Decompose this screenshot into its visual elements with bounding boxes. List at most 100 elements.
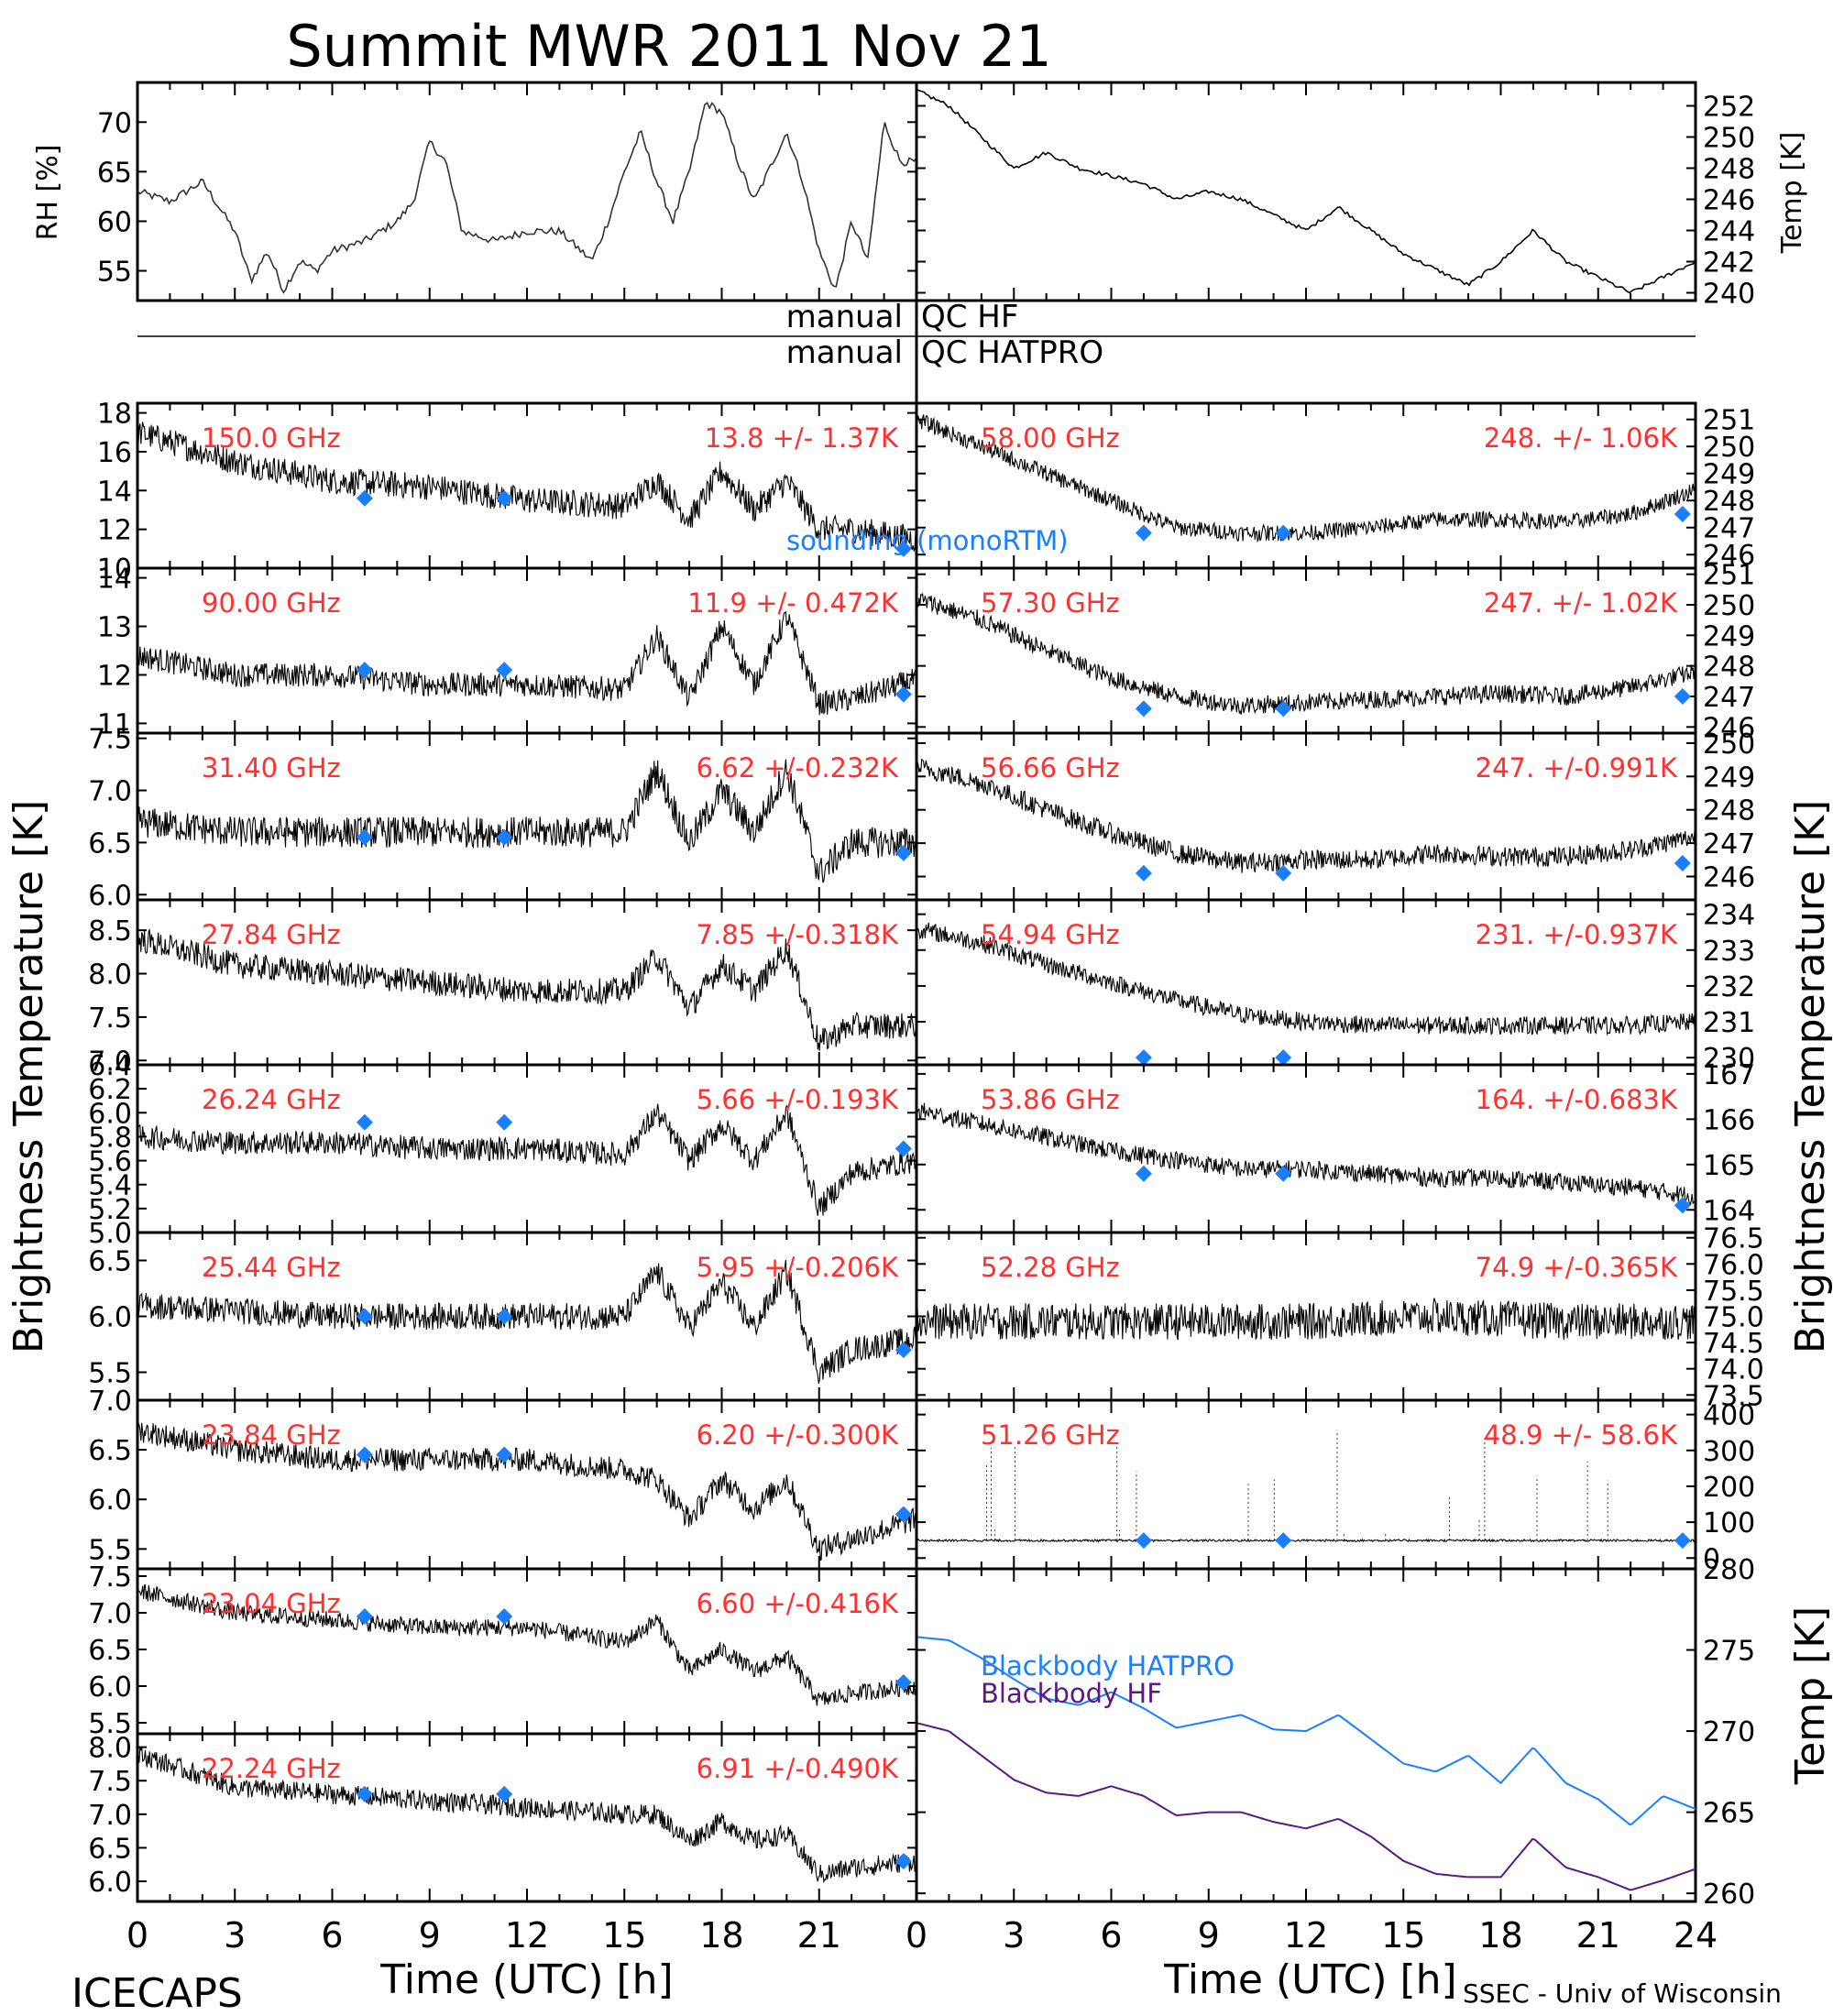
panel-2304-marker bbox=[496, 1608, 513, 1625]
panel-2544-marker bbox=[356, 1308, 373, 1325]
panel-2224-marker bbox=[356, 1785, 373, 1802]
panel-1500-marker bbox=[895, 540, 912, 557]
blackbody-hatpro-legend: Blackbody HATPRO bbox=[981, 1650, 1235, 1682]
left-main-ylabel: Brightness Temperature [K] bbox=[5, 800, 52, 1353]
rh-axis-label: RH [%] bbox=[32, 145, 64, 241]
panel-5800-ytick-label: 250 bbox=[1703, 432, 1755, 464]
temp-panel-ytick-label: 244 bbox=[1703, 216, 1755, 248]
panel-3140-ytick-label: 7.0 bbox=[88, 776, 132, 808]
panel-5228-ytick-label: 73.5 bbox=[1703, 1380, 1764, 1412]
panel-2624-ytick-label: 5.4 bbox=[88, 1170, 132, 1202]
panel-5126-marker bbox=[1275, 1532, 1292, 1550]
panel-2384-ytick-label: 5.5 bbox=[88, 1534, 132, 1566]
panel-5730-ytick-label: 250 bbox=[1703, 590, 1755, 622]
panel-5126-label: 51.26 GHz bbox=[981, 1419, 1120, 1451]
panel-2544-series bbox=[137, 1259, 917, 1384]
panel-1500-series bbox=[137, 421, 917, 553]
panel-5800-stat: 248. +/- 1.06K bbox=[1484, 422, 1678, 454]
panel-5730-stat: 247. +/- 1.02K bbox=[1484, 587, 1678, 619]
panel-2224-ytick-label: 6.5 bbox=[88, 1833, 132, 1865]
panel-2784-ytick-label: 8.0 bbox=[88, 959, 132, 992]
blackbody-panel-ytick-label: 270 bbox=[1703, 1716, 1755, 1748]
panel-9000-ytick-label: 13 bbox=[97, 612, 132, 644]
panel-2304-ytick-label: 7.0 bbox=[88, 1598, 132, 1630]
panel-2304-ytick-label: 7.5 bbox=[88, 1561, 132, 1594]
panel-2784-stat: 7.85 +/-0.318K bbox=[697, 919, 899, 950]
qc-hf-right: QC HF bbox=[921, 299, 1018, 335]
panel-2224-ytick-label: 8.0 bbox=[88, 1733, 132, 1765]
panel-2304-ytick-label: 6.5 bbox=[88, 1635, 132, 1667]
footer-icecaps: ICECAPS bbox=[71, 1970, 243, 2016]
panel-2304-ytick-label: 5.5 bbox=[88, 1708, 132, 1740]
panel-9000-label: 90.00 GHz bbox=[202, 587, 341, 619]
panel-1500-ytick-label: 12 bbox=[97, 515, 132, 547]
footer-ssec: SSEC - Univ of Wisconsin bbox=[1463, 1978, 1782, 2009]
panel-5126-marker bbox=[1135, 1532, 1152, 1550]
x-tick-label: 0 bbox=[906, 1915, 927, 1956]
x-tick-label: 3 bbox=[1003, 1915, 1025, 1956]
panel-5386-ytick-label: 166 bbox=[1703, 1104, 1755, 1136]
panel-2544-stat: 5.95 +/-0.206K bbox=[697, 1252, 899, 1283]
rh-series-line bbox=[137, 101, 917, 294]
panel-2384-stat: 6.20 +/-0.300K bbox=[697, 1419, 899, 1451]
panel-5494-series bbox=[916, 922, 1696, 1036]
panel-1500-stat: 13.8 +/- 1.37K bbox=[705, 422, 899, 454]
panel-5228-series bbox=[916, 1298, 1696, 1341]
blackbody-hf-legend: Blackbody HF bbox=[981, 1678, 1162, 1709]
blackbody-panel-frame bbox=[915, 1567, 1697, 1903]
panel-5126-marker bbox=[1674, 1532, 1691, 1550]
temp-panel-frame bbox=[915, 81, 1697, 302]
panel-5800-ytick-label: 248 bbox=[1703, 486, 1755, 518]
blackbody-hatpro-line bbox=[916, 1636, 1696, 1826]
panel-5800-label: 58.00 GHz bbox=[981, 422, 1120, 454]
panel-2224-marker bbox=[895, 1853, 912, 1870]
panel-5494-ytick-label: 234 bbox=[1703, 900, 1755, 932]
panel-2624-label: 26.24 GHz bbox=[202, 1084, 341, 1115]
blackbody-panel-ytick-label: 280 bbox=[1703, 1554, 1755, 1586]
panel-2224-series bbox=[137, 1746, 917, 1884]
panel-5666-ytick-label: 249 bbox=[1703, 761, 1755, 794]
panel-2784-ytick-label: 7.5 bbox=[88, 1003, 132, 1035]
right-bottom-ylabel: Temp [K] bbox=[1787, 1606, 1833, 1785]
panel-2384-label: 23.84 GHz bbox=[202, 1419, 341, 1451]
panel-9000-ytick-label: 11 bbox=[97, 708, 132, 740]
panel-5666-marker bbox=[1275, 864, 1292, 882]
panel-5386-label: 53.86 GHz bbox=[981, 1084, 1120, 1115]
x-tick-label: 15 bbox=[602, 1915, 646, 1956]
temp-panel-ytick-label: 252 bbox=[1703, 92, 1755, 124]
panel-2624-ytick-label: 5.2 bbox=[88, 1194, 132, 1226]
x-tick-label: 12 bbox=[505, 1915, 549, 1956]
panel-2624-ytick-label: 5.8 bbox=[88, 1122, 132, 1154]
x-tick-label: 6 bbox=[1100, 1915, 1122, 1956]
panel-3140-ytick-label: 6.5 bbox=[88, 827, 132, 860]
x-tick-label: 24 bbox=[1674, 1915, 1718, 1956]
panel-5494-stat: 231. +/-0.937K bbox=[1476, 919, 1678, 950]
panel-5730-ytick-label: 246 bbox=[1703, 712, 1755, 744]
blackbody-panel-ytick-label: 260 bbox=[1703, 1879, 1755, 1911]
panel-9000-stat: 11.9 +/- 0.472K bbox=[687, 587, 899, 619]
x-tick-label: 3 bbox=[224, 1915, 246, 1956]
panel-5730-marker bbox=[1275, 700, 1292, 718]
panel-5494-marker bbox=[1135, 1049, 1152, 1067]
qc-hatpro-left: manual bbox=[786, 334, 903, 371]
panel-2384-marker bbox=[356, 1446, 373, 1463]
panel-5730-marker bbox=[1135, 700, 1152, 718]
x-axis-label-left: Time (UTC) [h] bbox=[379, 1956, 673, 2003]
panel-5228-ytick-label: 74.5 bbox=[1703, 1328, 1764, 1360]
panel-5494-ytick-label: 233 bbox=[1703, 936, 1755, 968]
x-tick-label: 0 bbox=[126, 1915, 148, 1956]
panel-3140-marker bbox=[895, 844, 912, 861]
panel-5126-ytick-label: 0 bbox=[1703, 1543, 1720, 1575]
panel-2384-series bbox=[137, 1422, 917, 1561]
panel-3140-ytick-label: 7.5 bbox=[88, 724, 132, 756]
panel-2544-ytick-label: 5.5 bbox=[88, 1358, 132, 1390]
panel-3140-ytick-label: 6.0 bbox=[88, 880, 132, 912]
panel-2224-ytick-label: 6.0 bbox=[88, 1867, 132, 1899]
panel-5800-ytick-label: 247 bbox=[1703, 513, 1755, 545]
panel-9000-marker bbox=[496, 662, 513, 679]
panel-5228-label: 52.28 GHz bbox=[981, 1252, 1120, 1283]
panel-5126-ytick-label: 300 bbox=[1703, 1436, 1755, 1468]
panel-5730-ytick-label: 247 bbox=[1703, 682, 1755, 714]
panel-5800-marker bbox=[1275, 524, 1292, 542]
